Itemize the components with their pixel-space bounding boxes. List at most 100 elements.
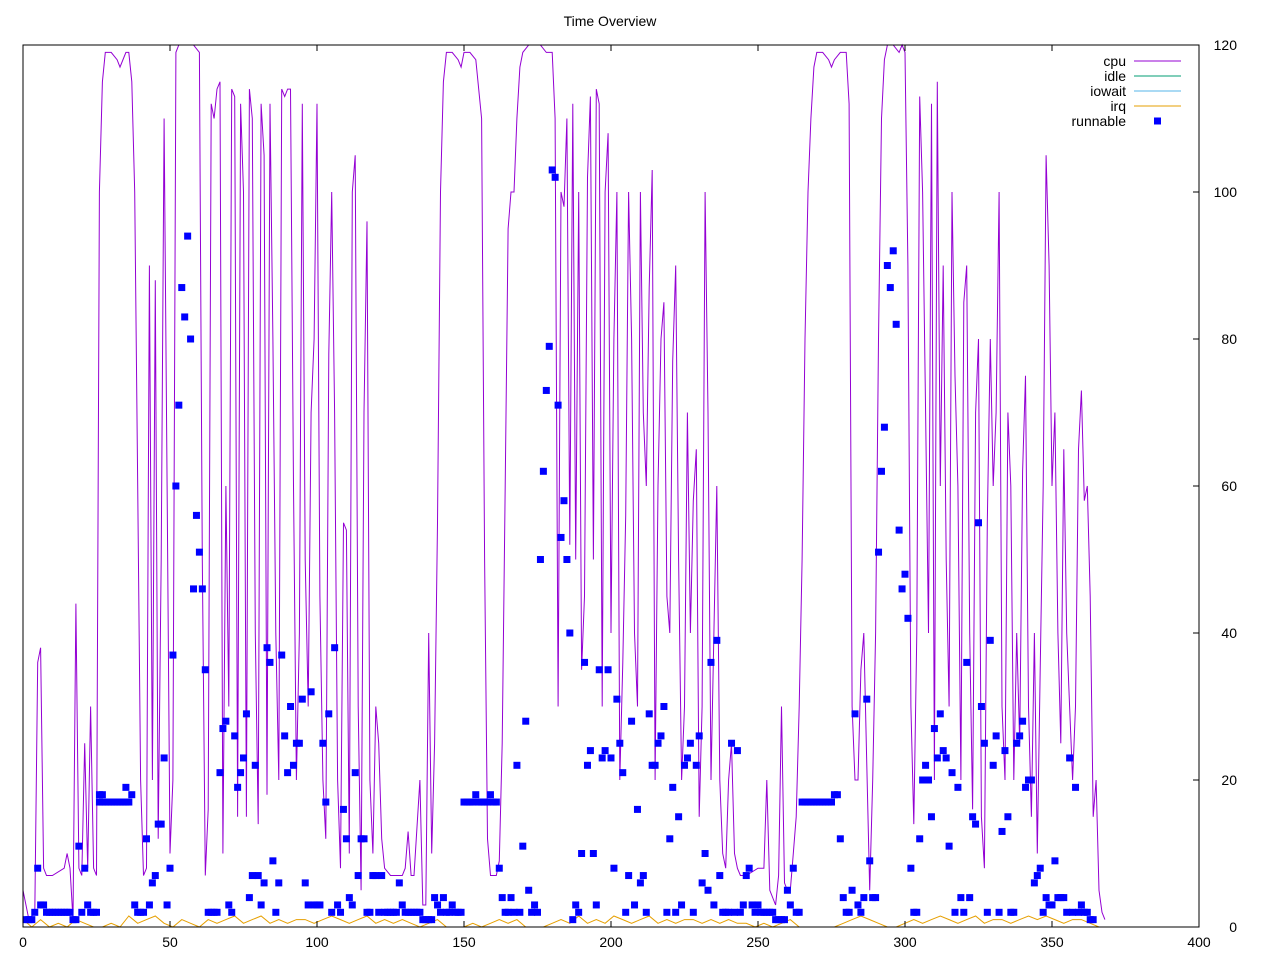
data-point-runnable [184, 232, 192, 240]
data-point-runnable [328, 908, 336, 916]
data-point-runnable [598, 754, 606, 762]
data-point-runnable [307, 688, 315, 696]
x-tick-label: 0 [19, 934, 27, 950]
data-point-runnable [751, 908, 759, 916]
data-point-runnable [551, 173, 559, 181]
data-point-runnable [930, 725, 938, 733]
x-tick-label: 400 [1187, 934, 1211, 950]
data-point-runnable [251, 761, 259, 769]
data-point-runnable [172, 482, 180, 490]
data-point-runnable [933, 754, 941, 762]
data-point-runnable [260, 879, 268, 887]
data-point-runnable [581, 658, 589, 666]
data-point-runnable [298, 695, 306, 703]
data-point-runnable [704, 886, 712, 894]
data-point-runnable [525, 886, 533, 894]
data-point-runnable [175, 401, 183, 409]
legend-label-runnable: runnable [1072, 113, 1127, 129]
data-point-runnable [378, 872, 386, 880]
data-point-runnable [836, 835, 844, 843]
data-point-runnable [575, 908, 583, 916]
data-point-runnable [1060, 894, 1068, 902]
data-point-runnable [980, 739, 988, 747]
data-point-runnable [248, 872, 256, 880]
data-point-runnable [678, 901, 686, 909]
data-point-runnable [951, 908, 959, 916]
data-point-runnable [839, 894, 847, 902]
data-point-runnable [222, 717, 230, 725]
data-point-runnable [898, 585, 906, 593]
data-point-runnable [936, 710, 944, 718]
data-point-runnable [945, 842, 953, 850]
data-point-runnable [578, 850, 586, 857]
data-point-runnable [392, 908, 400, 916]
data-point-runnable [201, 666, 209, 674]
x-tick-label: 150 [452, 934, 476, 950]
data-point-runnable [128, 791, 136, 799]
data-point-runnable [572, 901, 580, 909]
data-point-runnable [181, 313, 189, 321]
data-point-runnable [633, 805, 641, 813]
data-point-runnable [492, 798, 500, 806]
data-point-runnable [216, 769, 224, 777]
data-point-runnable [642, 908, 650, 916]
data-point-runnable [151, 872, 159, 880]
data-point-runnable [284, 769, 292, 777]
data-point-runnable [319, 739, 327, 747]
axes-layer: 0 50 100 150 200 250 300 350 400 0 20 40 60 80 100 120 [19, 37, 1237, 950]
data-point-runnable [289, 761, 297, 769]
data-point-runnable [972, 820, 980, 828]
data-point-runnable [266, 658, 274, 666]
data-point-runnable [231, 732, 239, 740]
data-point-runnable [901, 570, 909, 578]
data-point-runnable [272, 908, 280, 916]
data-point-runnable [1051, 857, 1059, 865]
y-tick-label: 60 [1221, 478, 1237, 494]
data-point-runnable [654, 739, 662, 747]
data-point-runnable [907, 864, 915, 872]
legend-label-cpu: cpu [1103, 53, 1126, 69]
data-point-runnable [560, 497, 568, 505]
data-point-runnable [192, 511, 200, 519]
data-point-runnable [583, 761, 591, 769]
data-point-runnable [745, 864, 753, 872]
data-point-runnable [169, 651, 177, 659]
data-point-runnable [957, 894, 965, 902]
data-point-runnable [187, 335, 195, 343]
data-point-runnable [619, 769, 627, 777]
data-point-runnable [922, 761, 930, 769]
data-point-runnable [269, 857, 277, 865]
data-point-runnable [1042, 894, 1050, 902]
data-point-runnable [716, 872, 724, 880]
data-point-runnable [1066, 754, 1074, 762]
data-point-runnable [863, 695, 871, 703]
data-point-runnable [563, 556, 571, 563]
data-point-runnable [925, 776, 933, 784]
data-point-runnable [769, 908, 777, 916]
data-point-runnable [148, 879, 156, 887]
data-point-runnable [916, 835, 924, 843]
data-point-runnable [448, 901, 456, 909]
data-point-runnable [851, 710, 859, 718]
data-point-runnable [78, 908, 86, 916]
data-point-runnable [686, 739, 694, 747]
data-point-runnable [31, 908, 39, 916]
legend-label-idle: idle [1104, 68, 1126, 84]
data-point-runnable [828, 798, 835, 806]
data-point-runnable [948, 769, 956, 777]
data-point-runnable [295, 739, 303, 747]
data-point-runnable [372, 872, 380, 880]
data-point-runnable [245, 894, 253, 902]
data-point-runnable [1022, 783, 1030, 791]
data-point-runnable [613, 695, 621, 703]
data-point-runnable [163, 901, 171, 909]
data-point-runnable [625, 872, 633, 880]
data-point-runnable [660, 703, 668, 710]
data-point-runnable [748, 901, 756, 909]
data-point-runnable [601, 747, 609, 755]
data-point-runnable [1004, 813, 1012, 821]
data-point-runnable [645, 710, 653, 718]
data-point-runnable [698, 879, 706, 887]
data-point-runnable [219, 725, 227, 733]
